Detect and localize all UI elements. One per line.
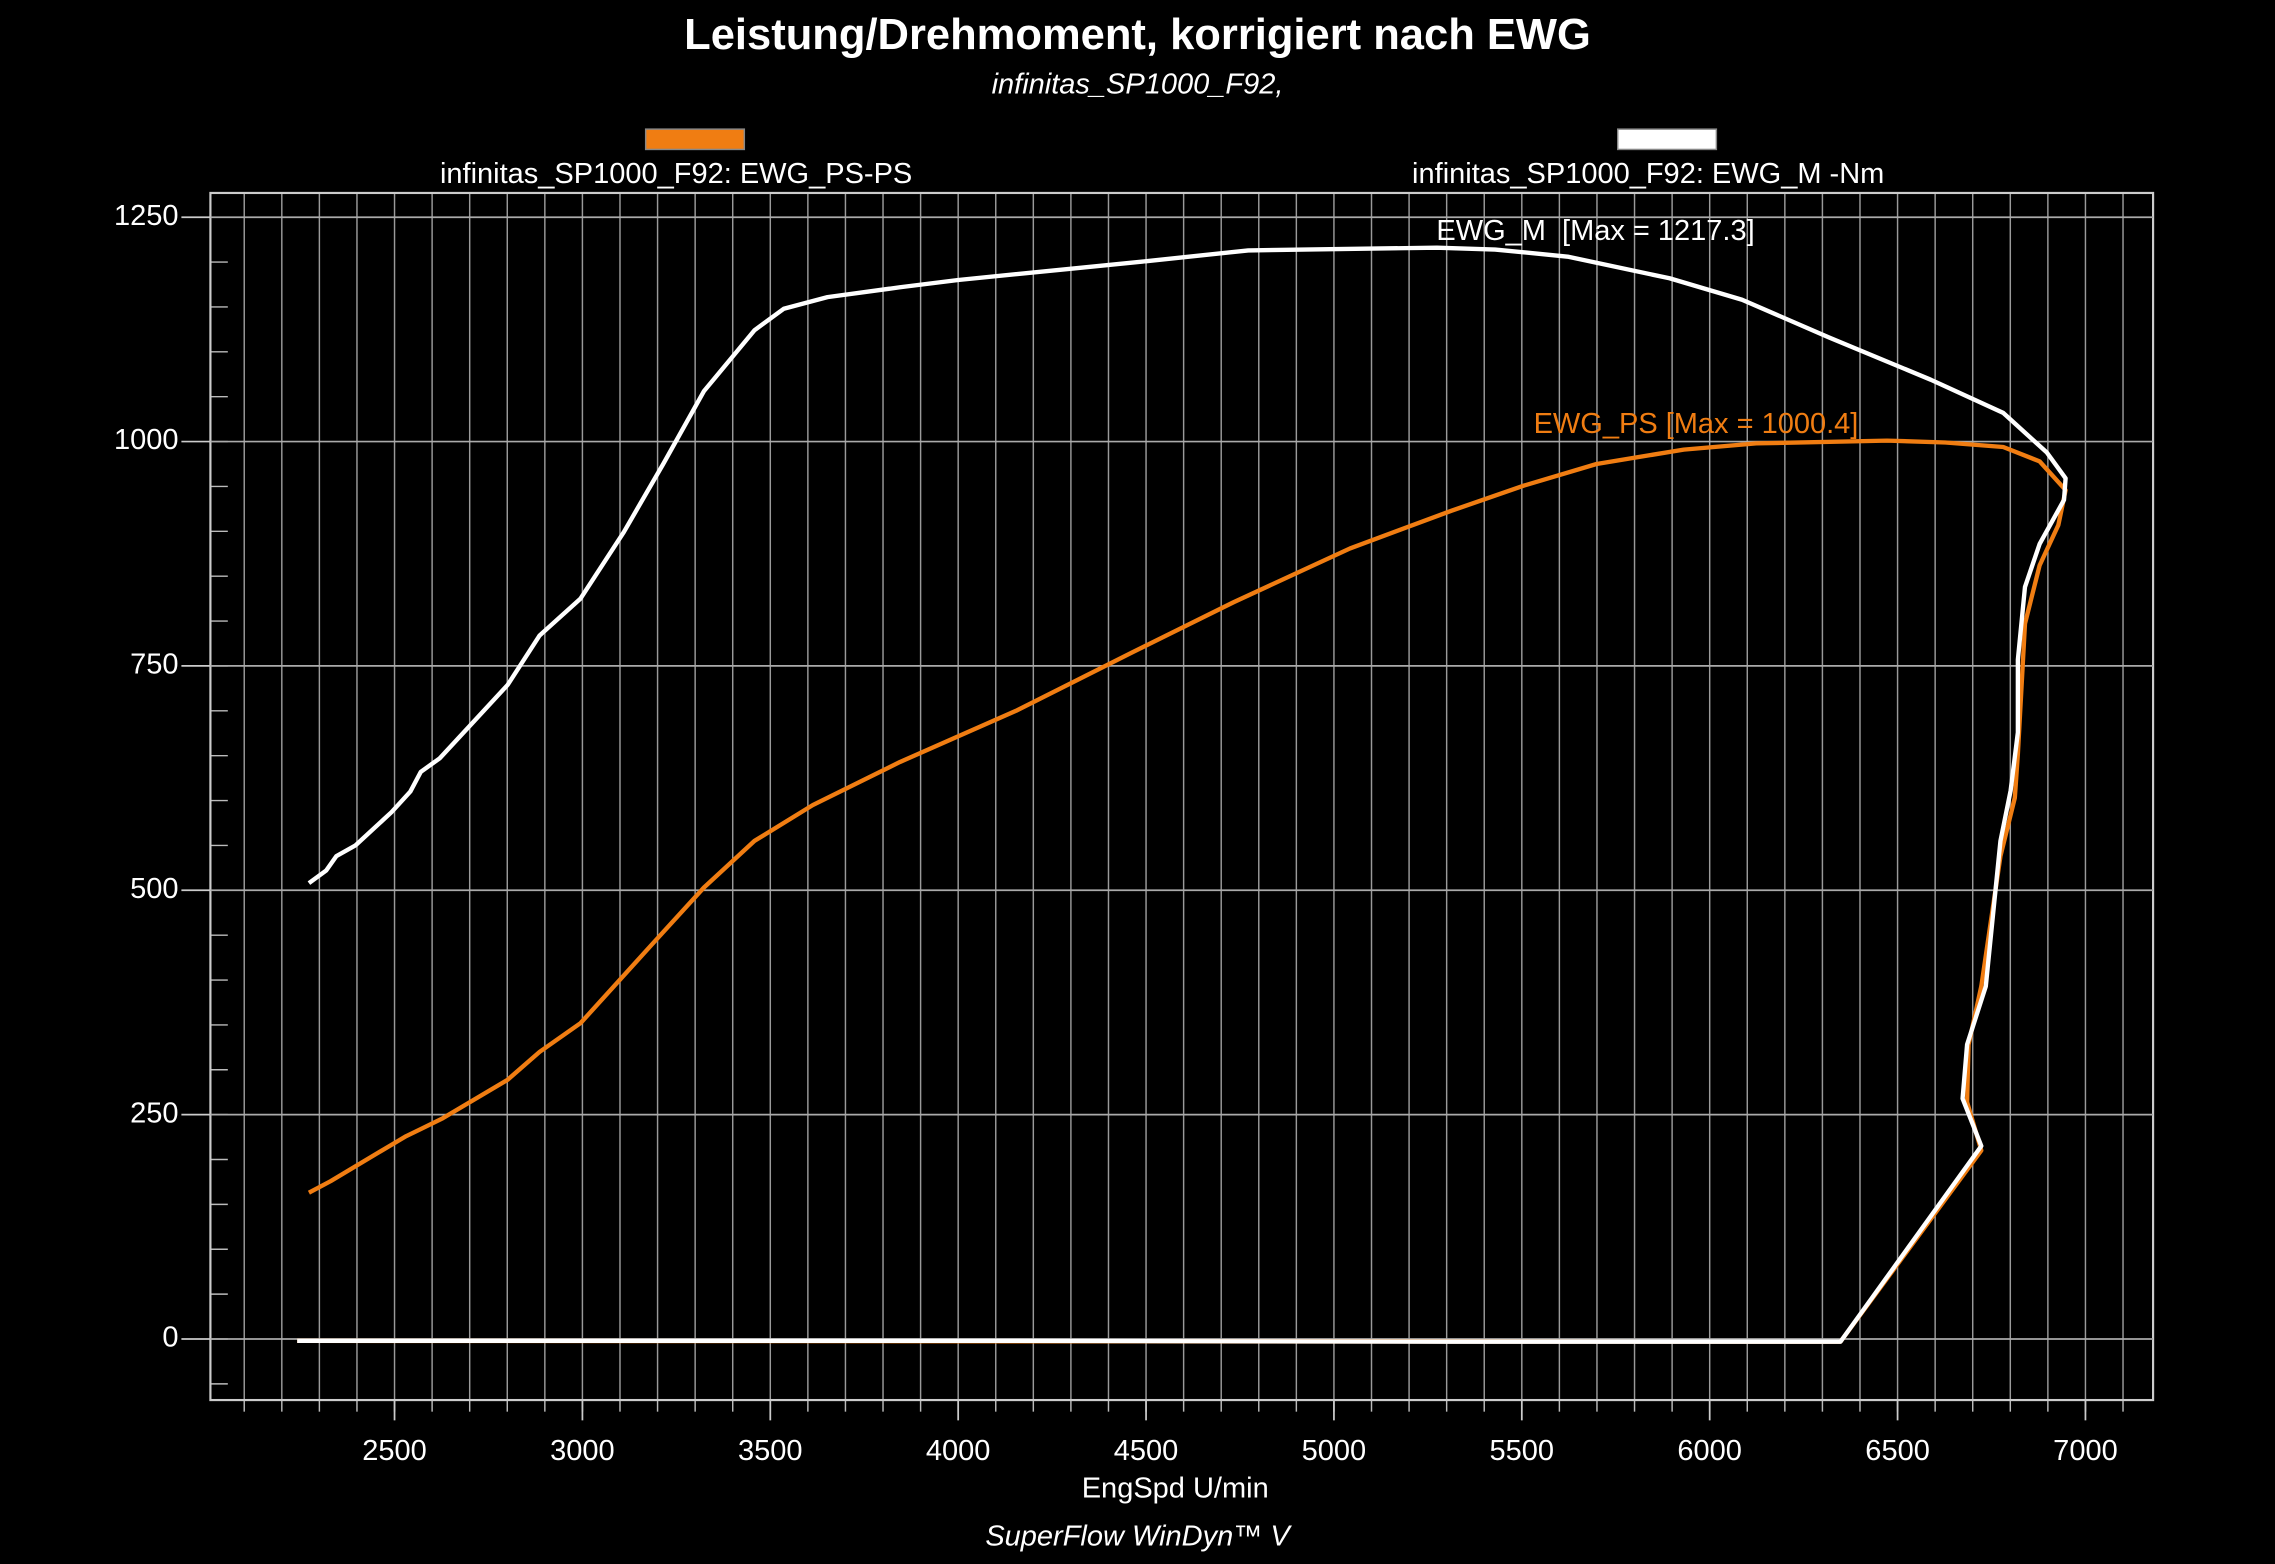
x-tick-label: 6000 xyxy=(1677,1435,1742,1467)
plot-frame xyxy=(209,191,2155,1402)
y-tick-label: 500 xyxy=(130,873,178,905)
legend-label: infinitas_SP1000_F92: EWG_PS-PS xyxy=(440,158,912,190)
chart-subtitle: infinitas_SP1000_F92, xyxy=(992,68,1284,100)
x-tick-label: 4000 xyxy=(926,1435,991,1467)
x-tick-label: 3000 xyxy=(550,1435,615,1467)
line-series xyxy=(297,245,2068,1344)
x-tick-label: 2500 xyxy=(362,1435,427,1467)
x-tick-label: 5500 xyxy=(1490,1435,1555,1467)
x-tick-label: 5000 xyxy=(1302,1435,1367,1467)
y-tick-label: 1000 xyxy=(114,424,179,456)
line-series xyxy=(297,438,2068,1344)
x-tick-label: 3500 xyxy=(738,1435,803,1467)
x-tick-label: 6500 xyxy=(1865,1435,1930,1467)
y-tick-label: 750 xyxy=(130,649,178,681)
x-axis-label: EngSpd U/min xyxy=(1082,1473,1269,1505)
x-tick-label: 7000 xyxy=(2053,1435,2118,1467)
y-tick-label: 0 xyxy=(162,1322,178,1354)
legend-swatch xyxy=(1617,128,1718,151)
y-tick-label: 1250 xyxy=(114,200,179,232)
annotation: EWG_M [Max = 1217.3] xyxy=(1436,215,1754,247)
footer: SuperFlow WinDyn™ V xyxy=(985,1521,1292,1553)
x-tick-label: 4500 xyxy=(1114,1435,1179,1467)
y-tick-label: 250 xyxy=(130,1097,178,1129)
legend-swatch xyxy=(644,128,746,151)
annotation: EWG_PS [Max = 1000.4] xyxy=(1534,408,1859,440)
chart-title: Leistung/Drehmoment, korrigiert nach EWG xyxy=(684,11,1591,59)
legend-label: infinitas_SP1000_F92: EWG_M -Nm xyxy=(1412,158,1884,190)
